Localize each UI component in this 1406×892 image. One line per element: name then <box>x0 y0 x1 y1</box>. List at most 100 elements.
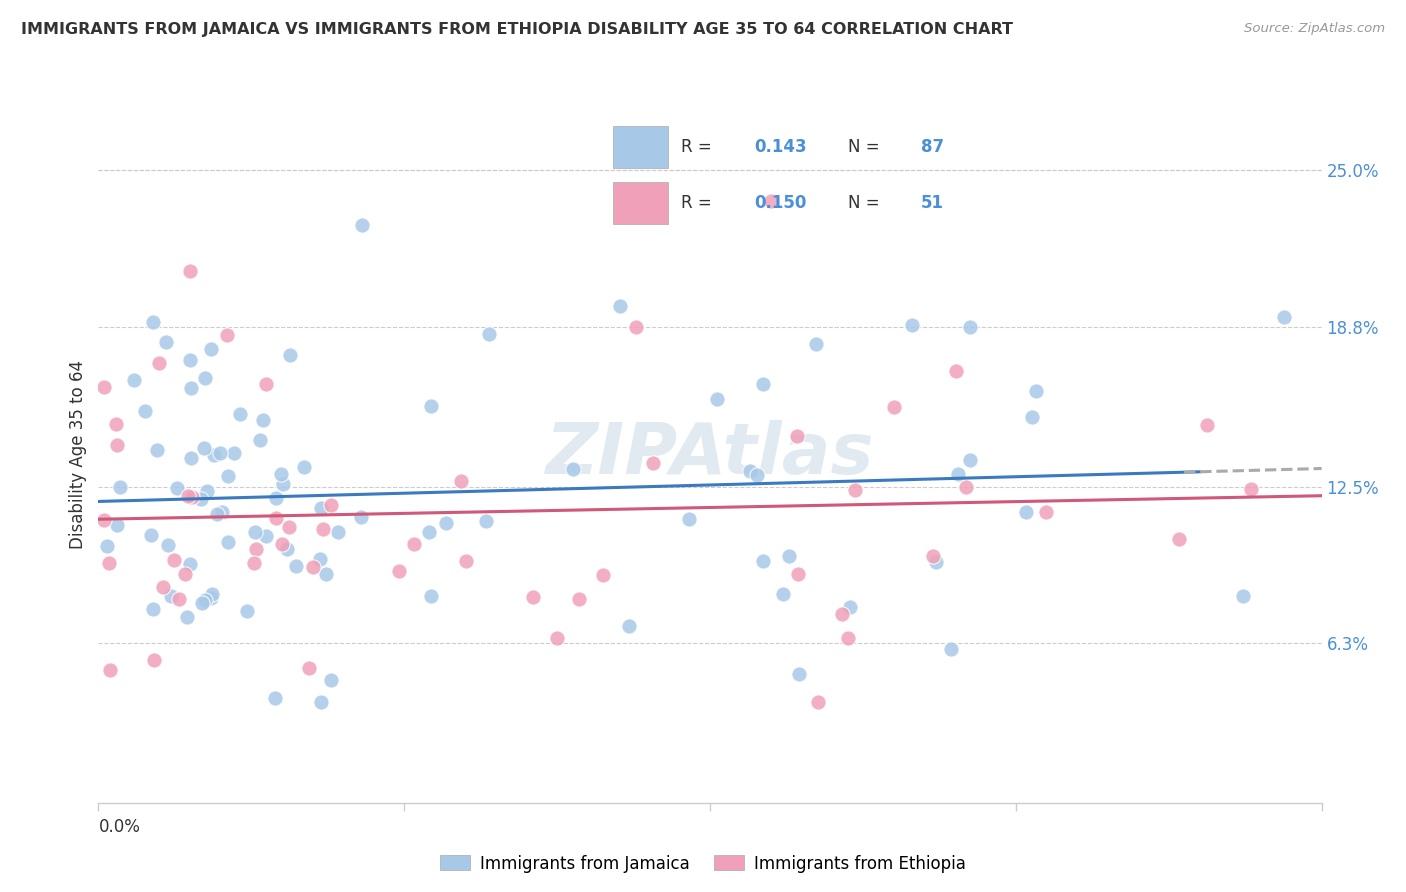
Point <box>148 356 170 370</box>
Point <box>98 556 121 570</box>
Point <box>609 299 631 313</box>
Point <box>883 400 905 414</box>
Point <box>254 529 277 543</box>
Point <box>180 381 202 395</box>
Text: IMMIGRANTS FROM JAMAICA VS IMMIGRANTS FROM ETHIOPIA DISABILITY AGE 35 TO 64 CORR: IMMIGRANTS FROM JAMAICA VS IMMIGRANTS FR… <box>21 22 1014 37</box>
Point <box>166 481 188 495</box>
Point <box>1014 505 1036 519</box>
Point <box>1035 505 1057 519</box>
Point <box>641 456 664 470</box>
Point <box>205 507 228 521</box>
Point <box>179 264 201 278</box>
Point <box>180 491 202 505</box>
Point <box>747 467 769 482</box>
Point <box>211 505 233 519</box>
Point <box>108 480 131 494</box>
Point <box>454 554 477 568</box>
Point <box>759 194 782 208</box>
Point <box>315 566 337 581</box>
Point <box>98 663 121 677</box>
Point <box>204 448 226 462</box>
Point <box>831 607 853 621</box>
Point <box>254 376 277 391</box>
Point <box>837 632 859 646</box>
Point <box>319 498 342 512</box>
Point <box>1240 483 1263 497</box>
Point <box>945 364 967 378</box>
Point <box>419 590 441 604</box>
Point <box>146 442 169 457</box>
Point <box>252 413 274 427</box>
Point <box>678 512 700 526</box>
Point <box>155 335 177 350</box>
Point <box>387 564 409 578</box>
Point <box>264 691 287 706</box>
Point <box>142 315 165 329</box>
Point <box>197 483 219 498</box>
Point <box>105 438 128 452</box>
Point <box>270 467 292 481</box>
Point <box>142 602 165 616</box>
Point <box>271 476 294 491</box>
Point <box>804 337 827 351</box>
Point <box>249 433 271 447</box>
Point <box>143 652 166 666</box>
Point <box>959 320 981 334</box>
Point <box>787 667 810 681</box>
Point <box>177 488 200 502</box>
Point <box>139 527 162 541</box>
Point <box>193 592 215 607</box>
Point <box>229 407 252 421</box>
Text: 0.0%: 0.0% <box>98 818 141 836</box>
Point <box>160 589 183 603</box>
Point <box>217 534 239 549</box>
Point <box>420 399 443 413</box>
Point <box>276 541 298 556</box>
Point <box>270 537 292 551</box>
Point <box>474 514 496 528</box>
Point <box>478 327 501 342</box>
Point <box>626 320 648 334</box>
Point <box>402 537 425 551</box>
Point <box>955 480 977 494</box>
Point <box>104 417 127 431</box>
Point <box>215 327 238 342</box>
Point <box>93 380 115 394</box>
Point <box>1021 410 1043 425</box>
Point <box>434 516 457 530</box>
Point <box>807 695 830 709</box>
Point <box>96 539 118 553</box>
Point <box>752 554 775 568</box>
Point <box>190 596 212 610</box>
Point <box>839 599 862 614</box>
Point <box>292 460 315 475</box>
Point <box>297 661 319 675</box>
Point <box>209 446 232 460</box>
Point <box>179 353 201 368</box>
Point <box>243 525 266 540</box>
Point <box>278 520 301 534</box>
Point <box>200 342 222 356</box>
Point <box>1195 418 1218 433</box>
Point <box>284 559 307 574</box>
Point <box>176 609 198 624</box>
Point <box>190 492 212 507</box>
Point <box>245 541 267 556</box>
Point <box>786 429 808 443</box>
Point <box>152 581 174 595</box>
Point <box>738 464 761 478</box>
Point <box>844 483 866 497</box>
Point <box>786 566 808 581</box>
Point <box>592 567 614 582</box>
Point <box>350 218 373 232</box>
Point <box>959 453 981 467</box>
Point <box>922 549 945 563</box>
Point <box>217 468 239 483</box>
Point <box>617 619 640 633</box>
Point <box>450 474 472 488</box>
Point <box>546 632 568 646</box>
Point <box>193 441 215 455</box>
Point <box>242 556 264 570</box>
Point <box>1232 590 1254 604</box>
Point <box>941 641 963 656</box>
